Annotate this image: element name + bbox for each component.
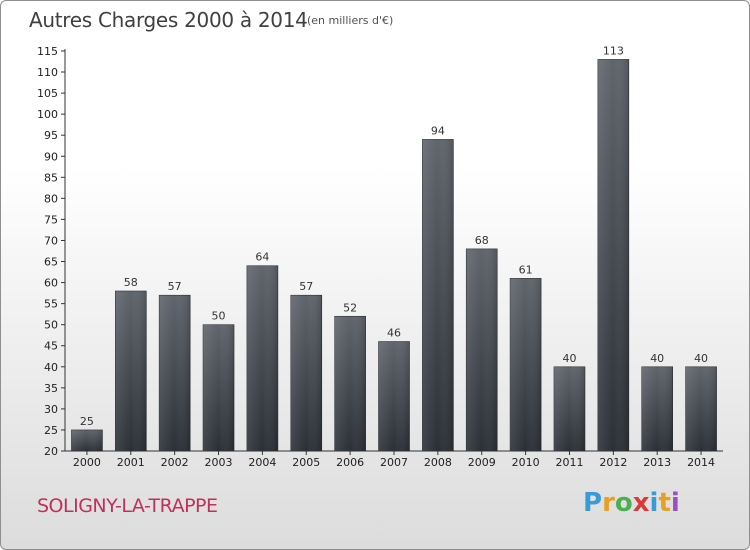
x-tick-label: 2013: [643, 456, 671, 469]
town-name: SOLIGNY-LA-TRAPPE: [37, 495, 218, 517]
data-label: 113: [603, 44, 624, 57]
x-tick-label: 2005: [292, 456, 320, 469]
logo-letter: t: [658, 488, 671, 518]
x-tick-label: 2012: [599, 456, 627, 469]
data-label: 57: [299, 280, 313, 293]
bar-shine: [378, 341, 410, 451]
x-tick-label: 2007: [380, 456, 408, 469]
bar-shine: [334, 316, 366, 451]
y-tick-label: 105: [37, 87, 58, 100]
y-tick-label: 45: [44, 340, 58, 353]
y-tick-label: 95: [44, 129, 58, 142]
y-tick-label: 60: [44, 277, 58, 290]
y-tick-label: 90: [44, 150, 58, 163]
logo-letter: r: [602, 488, 615, 518]
bar-shine: [685, 366, 717, 451]
bar-shine: [422, 139, 454, 451]
proxiti-logo[interactable]: Proxiti: [583, 488, 680, 518]
y-tick-label: 80: [44, 192, 58, 205]
value-labels: 25 58 57 50 64 57 52 46 94 68 61 40 113 40 40: [80, 44, 708, 428]
x-tick-label: 2010: [512, 456, 540, 469]
data-label: 68: [475, 234, 489, 247]
bar-shine: [246, 265, 278, 451]
y-tick-label: 70: [44, 234, 58, 247]
data-label: 58: [124, 276, 138, 289]
y-tick-label: 100: [37, 108, 58, 121]
x-tick-label: 2008: [424, 456, 452, 469]
bars: [71, 59, 717, 452]
logo-letter: i: [670, 488, 680, 518]
x-tick-label: 2003: [205, 456, 233, 469]
bar-shine: [115, 291, 147, 451]
data-label: 40: [650, 352, 664, 365]
logo-letter: P: [583, 488, 603, 518]
bar-shine: [641, 366, 673, 451]
logo-letter: x: [632, 488, 650, 518]
data-label: 50: [212, 310, 226, 323]
chart-subtitle: (en milliers d'€): [307, 14, 394, 27]
y-tick-label: 40: [44, 361, 58, 374]
y-tick-label: 50: [44, 319, 58, 332]
y-tick-label: 30: [44, 403, 58, 416]
bar-shine: [510, 278, 542, 451]
x-tick-label: 2009: [468, 456, 496, 469]
y-tick-label: 85: [44, 171, 58, 184]
bar-shine: [71, 429, 103, 451]
data-label: 40: [694, 352, 708, 365]
x-tick-label: 2002: [161, 456, 189, 469]
bar-shine: [290, 295, 322, 451]
data-label: 25: [80, 415, 94, 428]
x-tick-label: 2001: [117, 456, 145, 469]
logo-letter: i: [649, 488, 659, 518]
data-label: 52: [343, 301, 357, 314]
data-label: 57: [168, 280, 182, 293]
bar-shine: [203, 324, 235, 451]
x-tick-label: 2011: [555, 456, 583, 469]
data-label: 40: [562, 352, 576, 365]
data-label: 46: [387, 327, 401, 340]
bar-shine: [553, 366, 585, 451]
y-tick-label: 25: [44, 424, 58, 437]
y-tick-label: 35: [44, 382, 58, 395]
bar-shine: [597, 59, 629, 451]
data-label: 94: [431, 124, 445, 137]
bar-shine: [466, 248, 498, 451]
axes: 20 25 30 35 40 45 50 55 60 65 70 75 80 85 90 95 100 105 11…: [37, 45, 723, 469]
bar-shine: [159, 295, 191, 451]
x-tick-label: 2006: [336, 456, 364, 469]
y-tick-label: 55: [44, 298, 58, 311]
data-label: 61: [519, 263, 533, 276]
y-tick-label: 20: [44, 445, 58, 458]
x-tick-label: 2000: [73, 456, 101, 469]
y-tick-label: 110: [37, 66, 58, 79]
x-tick-label: 2014: [687, 456, 715, 469]
y-tick-label: 65: [44, 256, 58, 269]
x-tick-label: 2004: [248, 456, 276, 469]
data-label: 64: [255, 251, 269, 264]
y-tick-label: 115: [37, 45, 58, 58]
chart-title: Autres Charges 2000 à 2014: [29, 8, 308, 32]
y-tick-label: 75: [44, 213, 58, 226]
logo-letter: o: [614, 488, 633, 518]
